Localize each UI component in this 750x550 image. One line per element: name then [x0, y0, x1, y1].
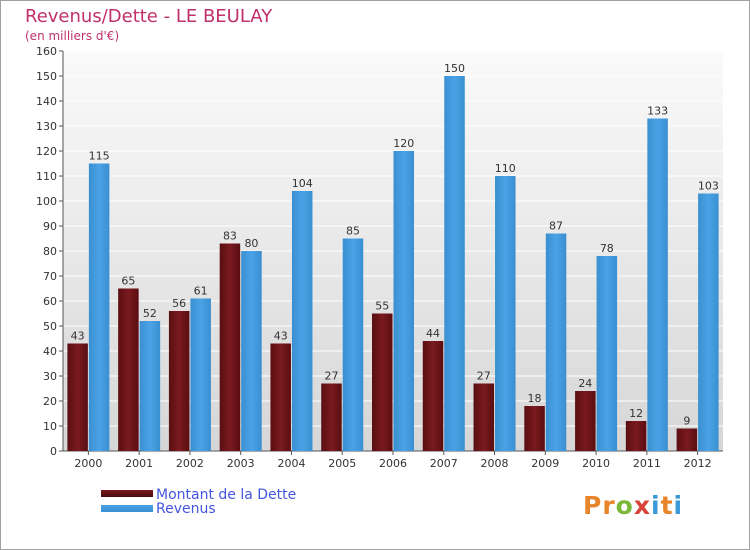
- bar-dette: [67, 343, 88, 451]
- y-tick-label: 40: [43, 345, 57, 358]
- bar-dette: [219, 243, 241, 451]
- bar-revenus: [342, 238, 364, 451]
- bar-revenus: [495, 176, 516, 451]
- bar-label-revenus: 120: [393, 137, 414, 150]
- bar-label-revenus: 85: [346, 225, 360, 238]
- x-tick-label: 2002: [176, 457, 204, 470]
- logo-letter: i: [651, 491, 661, 520]
- bar-dette: [524, 406, 545, 451]
- bar-label-revenus: 61: [194, 285, 208, 298]
- y-tick-label: 0: [50, 445, 57, 458]
- bar-revenus: [190, 298, 211, 451]
- bar-label-revenus: 150: [444, 62, 465, 75]
- bar-label-dette: 43: [71, 330, 85, 343]
- chart-title: Revenus/Dette - LE BEULAY: [25, 6, 273, 27]
- bar-revenus: [241, 251, 262, 451]
- bar-revenus: [139, 321, 161, 451]
- bar-revenus: [698, 193, 719, 451]
- bar-label-revenus: 78: [600, 242, 614, 255]
- y-tick-label: 150: [36, 70, 57, 83]
- bar-dette: [473, 383, 495, 451]
- x-tick-label: 2007: [430, 457, 458, 470]
- x-tick-label: 2001: [125, 457, 153, 470]
- bar-label-dette: 83: [223, 230, 237, 243]
- x-tick-label: 2012: [684, 457, 712, 470]
- bar-label-dette: 9: [683, 415, 690, 428]
- bar-label-revenus: 104: [292, 177, 313, 190]
- x-tick-label: 2000: [74, 457, 102, 470]
- x-tick-label: 2010: [582, 457, 610, 470]
- proxiti-logo: Proxiti: [583, 491, 683, 520]
- bar-dette: [321, 383, 342, 451]
- y-tick-label: 140: [36, 95, 57, 108]
- x-tick-label: 2008: [481, 457, 509, 470]
- bar-revenus: [444, 76, 465, 451]
- bar-label-dette: 65: [121, 275, 135, 288]
- bar-label-dette: 27: [477, 370, 491, 383]
- y-tick-label: 90: [43, 220, 57, 233]
- logo-letter: x: [633, 491, 651, 520]
- legend-swatch-revenus: [101, 505, 153, 512]
- y-tick-label: 160: [36, 45, 57, 58]
- y-tick-label: 130: [36, 120, 57, 133]
- logo-letter: i: [673, 491, 684, 520]
- y-tick-label: 10: [43, 420, 57, 433]
- y-tick-label: 70: [43, 270, 57, 283]
- bar-dette: [625, 421, 647, 451]
- x-tick-label: 2003: [227, 457, 255, 470]
- bar-dette: [422, 341, 444, 451]
- logo-letter: P: [583, 491, 603, 520]
- x-tick-label: 2005: [328, 457, 356, 470]
- bar-label-dette: 12: [629, 407, 643, 420]
- bar-label-revenus: 133: [647, 105, 668, 118]
- bar-revenus: [291, 191, 313, 451]
- bar-label-dette: 56: [172, 297, 186, 310]
- bar-label-dette: 18: [528, 392, 542, 405]
- bar-dette: [118, 288, 139, 451]
- bar-dette: [372, 313, 393, 451]
- x-tick-label: 2009: [531, 457, 559, 470]
- bar-label-dette: 24: [578, 377, 592, 390]
- bar-label-revenus: 52: [143, 307, 157, 320]
- bar-revenus: [88, 163, 110, 451]
- logo-letter: o: [615, 491, 634, 520]
- bar-revenus: [545, 233, 567, 451]
- y-tick-label: 80: [43, 245, 57, 258]
- bar-dette: [270, 343, 291, 451]
- bar-revenus: [393, 151, 414, 451]
- y-tick-label: 110: [36, 170, 57, 183]
- bar-label-revenus: 103: [698, 180, 719, 193]
- x-tick-label: 2011: [633, 457, 661, 470]
- bar-label-revenus: 110: [495, 162, 516, 175]
- y-tick-label: 20: [43, 395, 57, 408]
- bar-revenus: [596, 256, 618, 451]
- logo-letter: t: [660, 491, 674, 520]
- bar-label-dette: 27: [324, 370, 338, 383]
- bar-label-revenus: 87: [549, 220, 563, 233]
- bar-dette: [575, 391, 596, 451]
- y-tick-label: 100: [36, 195, 57, 208]
- y-tick-label: 30: [43, 370, 57, 383]
- bar-label-dette: 44: [426, 327, 440, 340]
- x-tick-label: 2004: [277, 457, 305, 470]
- legend-swatch-dette: [101, 490, 153, 497]
- chart-subtitle: (en milliers d'€): [25, 29, 120, 43]
- y-tick-label: 120: [36, 145, 57, 158]
- bar-label-dette: 55: [375, 300, 389, 313]
- bar-label-revenus: 80: [244, 237, 258, 250]
- bar-label-dette: 43: [274, 330, 288, 343]
- x-tick-label: 2006: [379, 457, 407, 470]
- y-tick-label: 50: [43, 320, 57, 333]
- logo-letter: r: [602, 491, 616, 520]
- legend-label-revenus: Revenus: [156, 501, 216, 517]
- legend-label-dette: Montant de la Dette: [156, 487, 297, 503]
- y-tick-label: 60: [43, 295, 57, 308]
- bar-dette: [676, 428, 698, 451]
- bar-label-revenus: 115: [89, 150, 110, 163]
- bar-dette: [168, 311, 190, 451]
- bar-revenus: [647, 118, 668, 451]
